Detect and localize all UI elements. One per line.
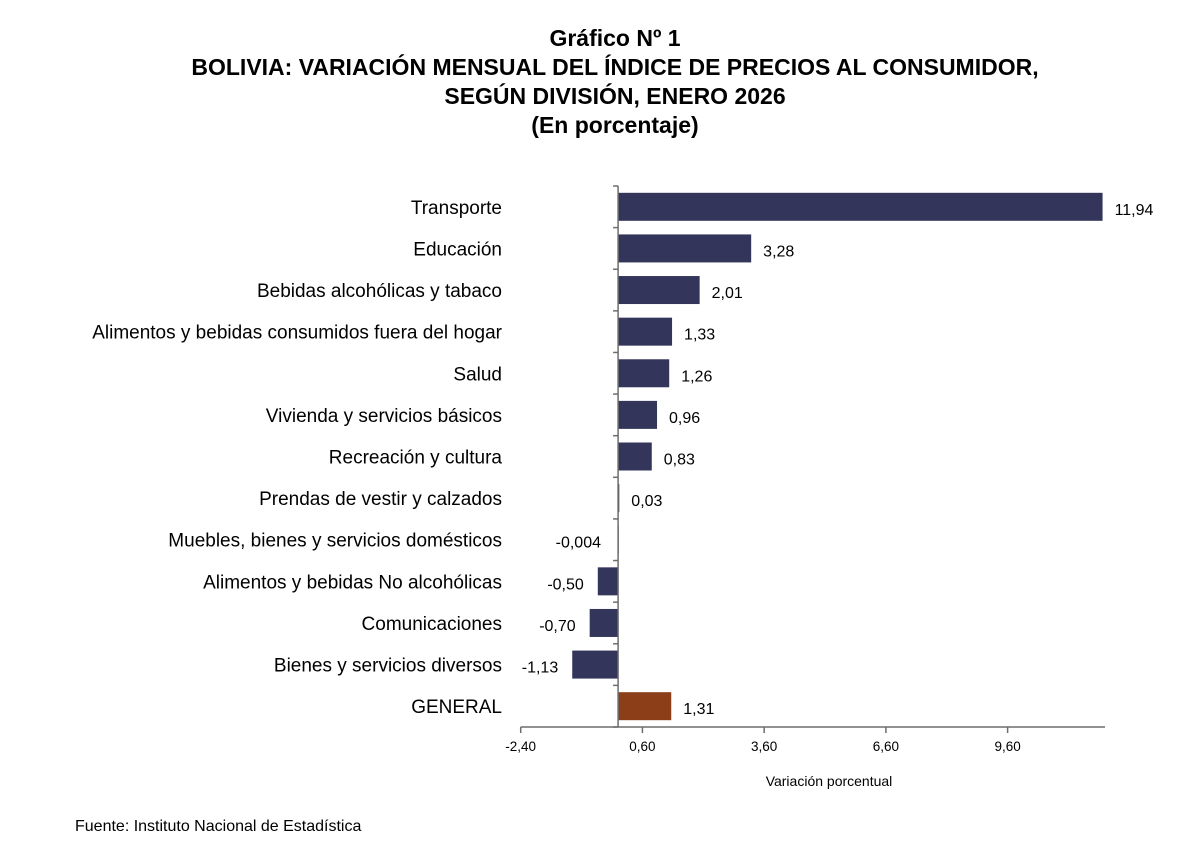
category-label: Alimentos y bebidas consumidos fuera del… bbox=[92, 323, 502, 344]
bar-9 bbox=[597, 567, 619, 596]
x-tick-label: 0,60 bbox=[629, 739, 655, 754]
category-label: Muebles, bienes y servicios domésticos bbox=[168, 531, 502, 552]
category-label: Prendas de vestir y calzados bbox=[259, 489, 502, 510]
bar-6 bbox=[618, 442, 652, 471]
bar-1 bbox=[618, 234, 752, 263]
bar-11 bbox=[572, 650, 619, 679]
bar-12 bbox=[618, 692, 672, 721]
bar-0 bbox=[618, 192, 1103, 221]
value-label: -1,13 bbox=[522, 660, 559, 677]
category-label: Salud bbox=[453, 364, 502, 385]
x-tick-label: 9,60 bbox=[994, 739, 1020, 754]
title-line-4: (En porcentaje) bbox=[531, 112, 699, 138]
category-label: Transporte bbox=[411, 198, 502, 219]
category-label: Bienes y servicios diversos bbox=[274, 656, 502, 677]
category-label: Educación bbox=[413, 239, 502, 260]
bar-10 bbox=[589, 608, 619, 637]
value-label: 0,03 bbox=[631, 493, 662, 510]
value-label: 1,31 bbox=[683, 701, 714, 718]
value-label: 2,01 bbox=[712, 285, 743, 302]
category-label: Alimentos y bebidas No alcohólicas bbox=[203, 572, 502, 593]
title-line-1: Gráfico Nº 1 bbox=[549, 25, 681, 51]
category-label: GENERAL bbox=[411, 697, 502, 718]
value-label: 0,83 bbox=[664, 452, 695, 469]
bar-5 bbox=[618, 400, 658, 429]
category-label: Bebidas alcohólicas y tabaco bbox=[257, 281, 502, 302]
value-label: 3,28 bbox=[763, 243, 794, 260]
value-label: 0,96 bbox=[669, 410, 700, 427]
chart-title: Gráfico Nº 1 BOLIVIA: VARIACIÓN MENSUAL … bbox=[0, 24, 1196, 140]
bar-4 bbox=[618, 359, 670, 388]
bar-3 bbox=[618, 317, 673, 346]
value-label: 11,94 bbox=[1115, 202, 1154, 219]
x-tick-label: 6,60 bbox=[873, 739, 899, 754]
title-line-3: SEGÚN DIVISIÓN, ENERO 2026 bbox=[444, 83, 786, 109]
bar-2 bbox=[618, 276, 700, 305]
x-tick-label: -2,40 bbox=[505, 739, 536, 754]
value-label: 1,33 bbox=[684, 327, 715, 344]
x-axis-title: Variación porcentual bbox=[766, 773, 893, 789]
value-label: -0,50 bbox=[547, 576, 584, 593]
category-label: Recreación y cultura bbox=[329, 448, 503, 469]
value-label: 1,26 bbox=[681, 368, 712, 385]
value-label: -0,70 bbox=[539, 618, 576, 635]
value-label: -0,004 bbox=[556, 535, 601, 552]
category-label: Vivienda y servicios básicos bbox=[266, 406, 502, 427]
category-label: Comunicaciones bbox=[362, 614, 502, 635]
title-line-2: BOLIVIA: VARIACIÓN MENSUAL DEL ÍNDICE DE… bbox=[191, 54, 1039, 80]
source-note: Fuente: Instituto Nacional de Estadístic… bbox=[75, 818, 362, 835]
x-tick-label: 3,60 bbox=[751, 739, 777, 754]
